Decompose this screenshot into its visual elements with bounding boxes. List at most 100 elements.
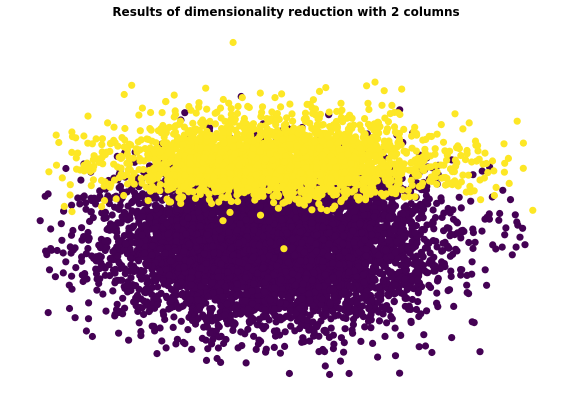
scatter-point-class-0-4308 — [391, 352, 400, 360]
scatter-point-class-0-4895 — [62, 258, 70, 266]
scatter-point-class-0-4811 — [113, 306, 121, 314]
scatter-point-class-0-2855 — [388, 315, 396, 323]
scatter-point-class-0-2137 — [65, 304, 74, 313]
scatter-point-class-0-597 — [498, 243, 506, 251]
scatter-point-class-0-4090 — [453, 219, 462, 227]
scatter-point-class-0-3958 — [173, 335, 181, 343]
scatter-point-class-0-3360 — [85, 299, 93, 307]
scatter-point-class-0-4493 — [69, 226, 77, 235]
scatter-point-class-0-3676 — [502, 224, 510, 232]
scatter-point-class-0-1515 — [119, 294, 127, 302]
scatter-point-class-0-2290 — [113, 300, 121, 308]
scatter-point-class-0-1983 — [276, 349, 284, 357]
scatter-point-class-0-3400 — [88, 332, 96, 341]
scatter-point-class-0-4667 — [206, 329, 214, 337]
scatter-point-class-0-4186 — [299, 334, 307, 342]
scatter-point-class-0-4407 — [337, 334, 345, 342]
scatter-point-class-0-4267 — [368, 282, 376, 290]
scatter-point-class-0-4325 — [47, 225, 55, 233]
scatter-point-class-0-4088 — [169, 323, 177, 331]
scatter-point-class-0-2474 — [501, 231, 509, 239]
scatter-point-class-0-3935 — [519, 224, 527, 232]
scatter-point-class-0-2863 — [252, 345, 260, 353]
scatter-point-class-0-4249 — [77, 176, 85, 184]
scatter-point-class-0-1169 — [115, 329, 123, 337]
scatter-point-class-0-4686 — [445, 244, 453, 252]
scatter-point-class-0-3462 — [463, 281, 471, 289]
scatter-point-class-0-4339 — [257, 322, 265, 330]
scatter-point-class-0-2221 — [135, 257, 143, 265]
scatter-point-class-0-0 — [481, 266, 489, 274]
scatter-point-class-0-3612 — [162, 344, 170, 352]
scatter-point-class-0-4496 — [437, 194, 445, 202]
scatter-point-class-0-2648 — [440, 260, 448, 268]
scatter-point-class-0-2132 — [156, 324, 164, 332]
scatter-point-class-0-4461 — [281, 342, 289, 350]
scatter-point-class-0-3644 — [124, 202, 132, 210]
scatter-point-class-0-4812 — [153, 301, 162, 309]
scatter-point-class-0-4139 — [71, 314, 79, 322]
scatter-point-class-0-4652 — [139, 190, 147, 198]
scatter-point-class-0-4000 — [397, 222, 405, 230]
scatter-point-class-0-380 — [340, 348, 348, 356]
scatter-point-class-0-2165 — [357, 337, 365, 345]
scatter-point-class-0-4089 — [140, 310, 148, 319]
scatter-point-class-0-3679 — [78, 257, 86, 265]
scatter-point-class-0-1810 — [281, 328, 289, 336]
scatter-point-class-0-4800 — [402, 267, 410, 276]
scatter-point-class-0-4786 — [93, 286, 101, 294]
scatter-point-class-0-740 — [135, 319, 143, 327]
scatter-point-class-0-4460 — [421, 342, 430, 350]
scatter-point-class-0-4247 — [407, 317, 415, 325]
scatter-point-class-0-3787 — [170, 313, 178, 321]
scatter-point-class-0-2884 — [396, 369, 404, 377]
scatter-point-class-0-808 — [106, 254, 114, 262]
scatter-point-class-0-4010 — [95, 252, 103, 260]
scatter-point-class-0-3368 — [78, 224, 86, 232]
scatter-point-class-0-4424 — [45, 266, 54, 274]
scatter-point-class-0-1599 — [148, 322, 156, 330]
scatter-point-class-0-3289 — [321, 326, 329, 334]
scatter-point-class-0-2535 — [440, 209, 448, 217]
scatter-point-class-0-3716 — [407, 200, 415, 208]
scatter-point-class-0-4625 — [137, 327, 145, 336]
scatter-point-class-0-3941 — [418, 209, 426, 217]
scatter-point-class-0-1973 — [447, 267, 455, 275]
scatter-point-class-0-4692 — [431, 214, 440, 222]
scatter-point-class-0-4536 — [392, 289, 400, 297]
scatter-point-class-0-2992 — [68, 201, 76, 209]
scatter-point-class-0-3558 — [84, 228, 92, 237]
scatter-point-class-0-4665 — [430, 267, 438, 275]
scatter-point-class-0-1891 — [179, 338, 187, 346]
scatter-point-class-0-4980 — [306, 311, 314, 319]
scatter-point-class-0-2024 — [455, 193, 463, 201]
scatter-point-class-0-825 — [76, 200, 84, 208]
scatter-point-class-0-4922 — [117, 219, 125, 227]
scatter-point-class-0-2998 — [184, 326, 192, 334]
scatter-point-class-0-1866 — [369, 339, 377, 347]
scatter-point-class-0-920 — [96, 187, 104, 195]
scatter-point-class-0-1464 — [428, 348, 436, 357]
scatter-point-class-0-1726 — [381, 332, 389, 340]
scatter-point-class-0-3100 — [285, 369, 293, 378]
scatter-point-class-0-620 — [287, 322, 295, 330]
scatter-point-class-0-3483 — [469, 229, 477, 237]
scatter-point-class-0-3987 — [134, 307, 142, 315]
scatter-point-class-0-2464 — [443, 224, 451, 232]
scatter-point-class-0-4349 — [204, 345, 212, 353]
scatter-point-class-0-2426 — [127, 274, 135, 282]
scatter-point-class-0-3909 — [465, 290, 473, 298]
scatter-point-class-0-2310 — [222, 335, 230, 344]
scatter-point-class-0-2783 — [336, 357, 345, 365]
scatter-point-class-0-3284 — [59, 269, 67, 277]
scatter-point-class-0-4798 — [141, 242, 149, 250]
scatter-point-class-0-3452 — [321, 362, 329, 370]
scatter-point-class-0-4908 — [88, 197, 96, 205]
scatter-point-class-0-508 — [270, 343, 278, 351]
scatter-point-class-0-2229 — [177, 317, 185, 325]
scatter-point-class-0-4603 — [154, 283, 162, 291]
scatter-point-class-0-3903 — [495, 216, 503, 224]
scatter-point-class-0-4568 — [188, 317, 197, 325]
